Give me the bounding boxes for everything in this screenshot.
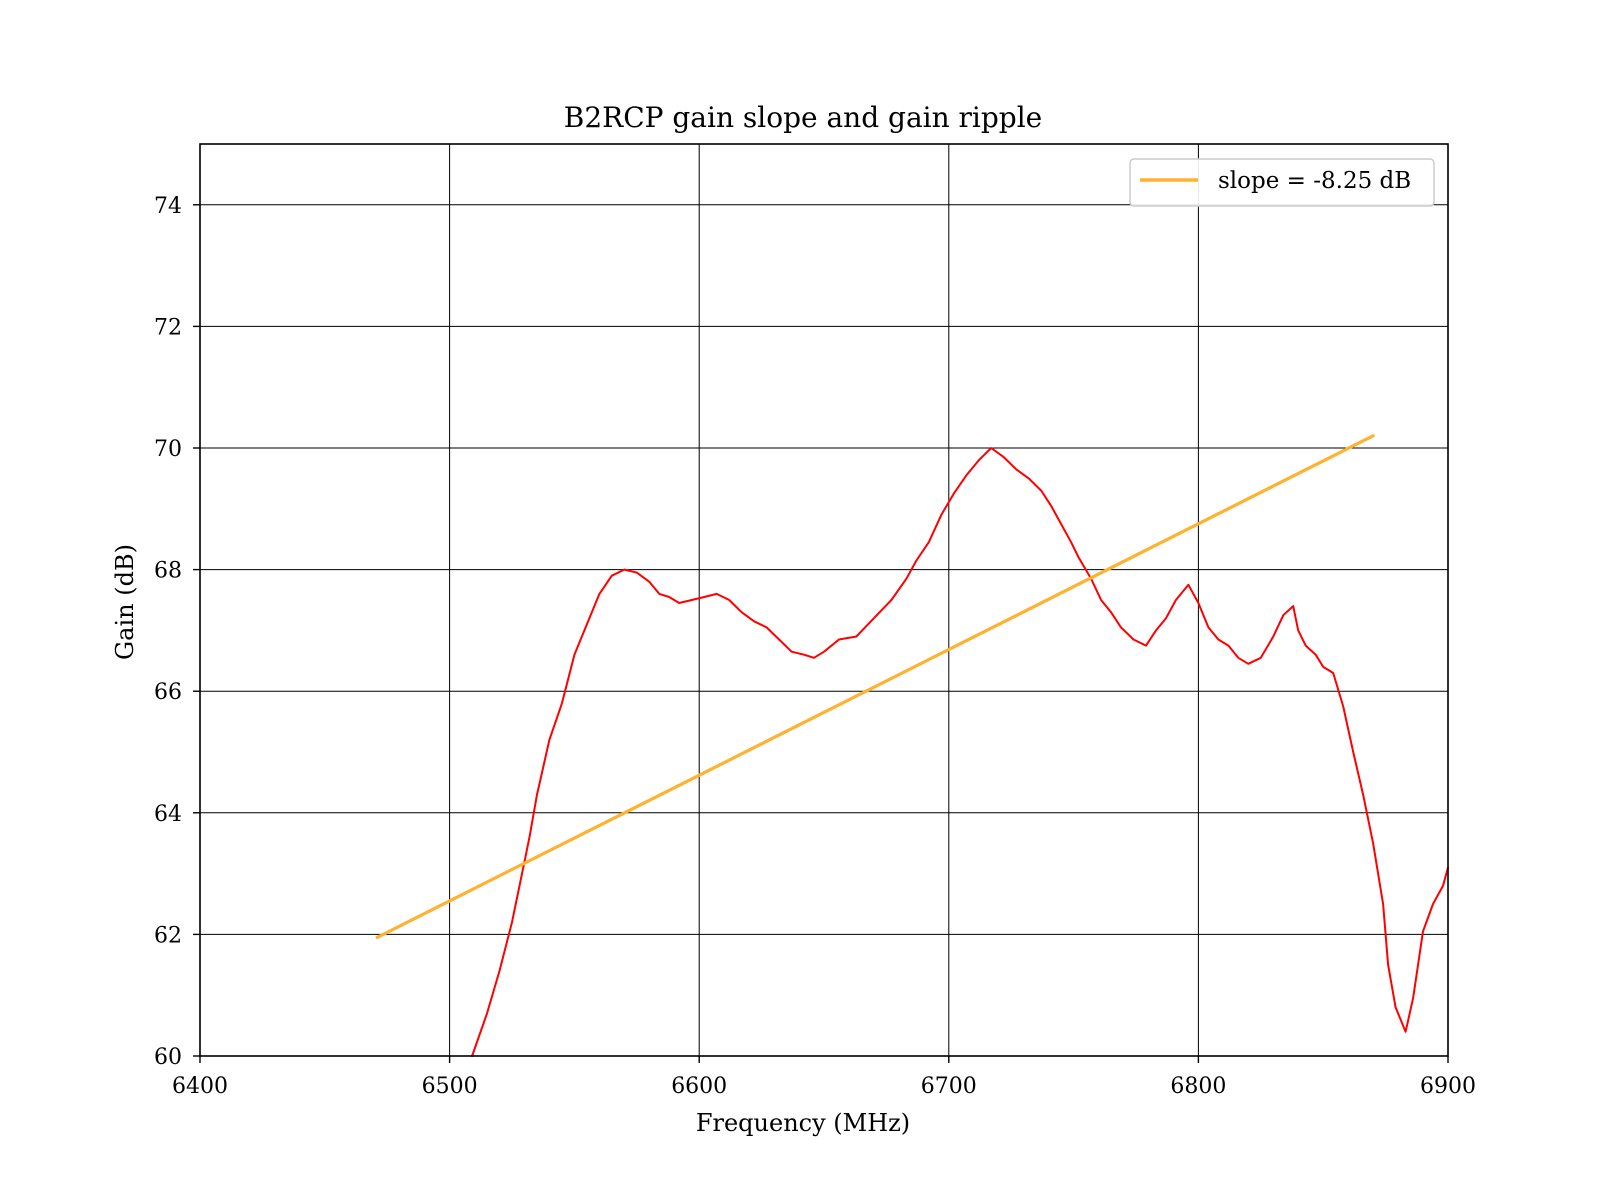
y-tick-label: 72	[154, 315, 182, 340]
x-tick-label: 6400	[172, 1074, 228, 1099]
y-axis-title: Gain (dB)	[111, 544, 139, 660]
x-tick-label: 6600	[671, 1074, 727, 1099]
ticks: 6400 6500 6600 6700 6800 6900 60 62 64 66 68 70 72 74	[154, 194, 1476, 1099]
x-tick-label: 6500	[422, 1074, 478, 1099]
y-tick-label: 64	[154, 802, 182, 827]
y-tick-label: 70	[154, 437, 182, 462]
legend-box	[1129, 158, 1435, 207]
x-tick-label: 6700	[921, 1074, 977, 1099]
y-tick-label: 74	[154, 194, 182, 219]
x-tick-label: 6900	[1420, 1074, 1476, 1099]
legend-label: slope = -8.25 dB	[1218, 168, 1411, 194]
y-tick-label: 66	[154, 680, 182, 705]
y-tick-label: 60	[154, 1045, 182, 1070]
chart-title: B2RCP gain slope and gain ripple	[564, 101, 1043, 134]
gain-series-line	[471, 447, 1449, 1057]
y-tick-label: 68	[154, 559, 182, 584]
plot-frame	[199, 143, 1449, 1057]
legend: slope = -8.25 dB	[1129, 158, 1435, 207]
x-axis-title: Frequency (MHz)	[696, 1109, 910, 1137]
slope-series-line	[375, 434, 1375, 940]
series-layer	[375, 434, 1449, 1057]
x-tick-label: 6800	[1170, 1074, 1226, 1099]
grid	[199, 144, 1449, 1057]
y-tick-label: 62	[154, 923, 182, 948]
